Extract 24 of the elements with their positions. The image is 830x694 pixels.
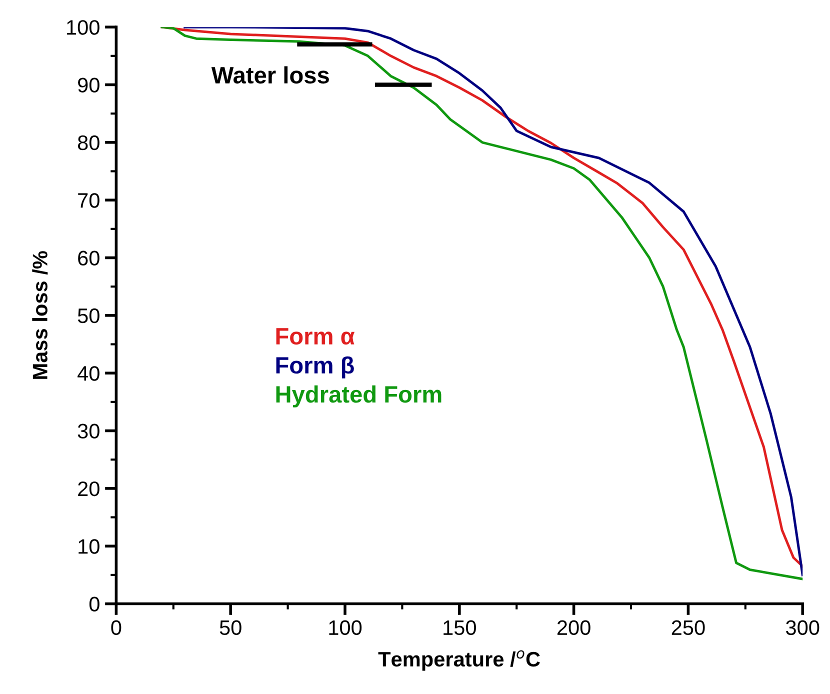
x-tick-label: 50 [220, 620, 242, 636]
y-tick-label: 20 [78, 481, 100, 496]
annotation: Water loss [211, 66, 329, 84]
y-tick-label: 30 [78, 424, 100, 439]
y-tick-label: 90 [78, 78, 100, 92]
x-axis-title: Temperature /$^{o}$C [378, 650, 540, 671]
y-tick-label: 10 [78, 539, 100, 554]
y-tick-label: 80 [78, 135, 100, 150]
y-tick-label: 40 [78, 366, 100, 381]
x-tick-label: 150 [444, 620, 476, 636]
text: Form β [276, 356, 354, 378]
x-tick-label: 0 [111, 620, 122, 636]
y-tick-label: 60 [78, 250, 100, 266]
y-tick-label: 0 [89, 596, 100, 612]
x-tick-label: 300 [786, 620, 820, 636]
y-tick-label: 70 [78, 193, 100, 208]
x-tick-label: 200 [557, 620, 590, 636]
text: Form α [276, 328, 355, 345]
x-tick-label: 250 [672, 620, 705, 636]
y-tick-label: 50 [78, 308, 100, 324]
y-tick-label: 100 [67, 20, 100, 35]
x-tick-label: 100 [329, 620, 362, 636]
y-axis-title: Mass loss /% [32, 251, 48, 379]
text: Hydrated Form [276, 385, 442, 408]
